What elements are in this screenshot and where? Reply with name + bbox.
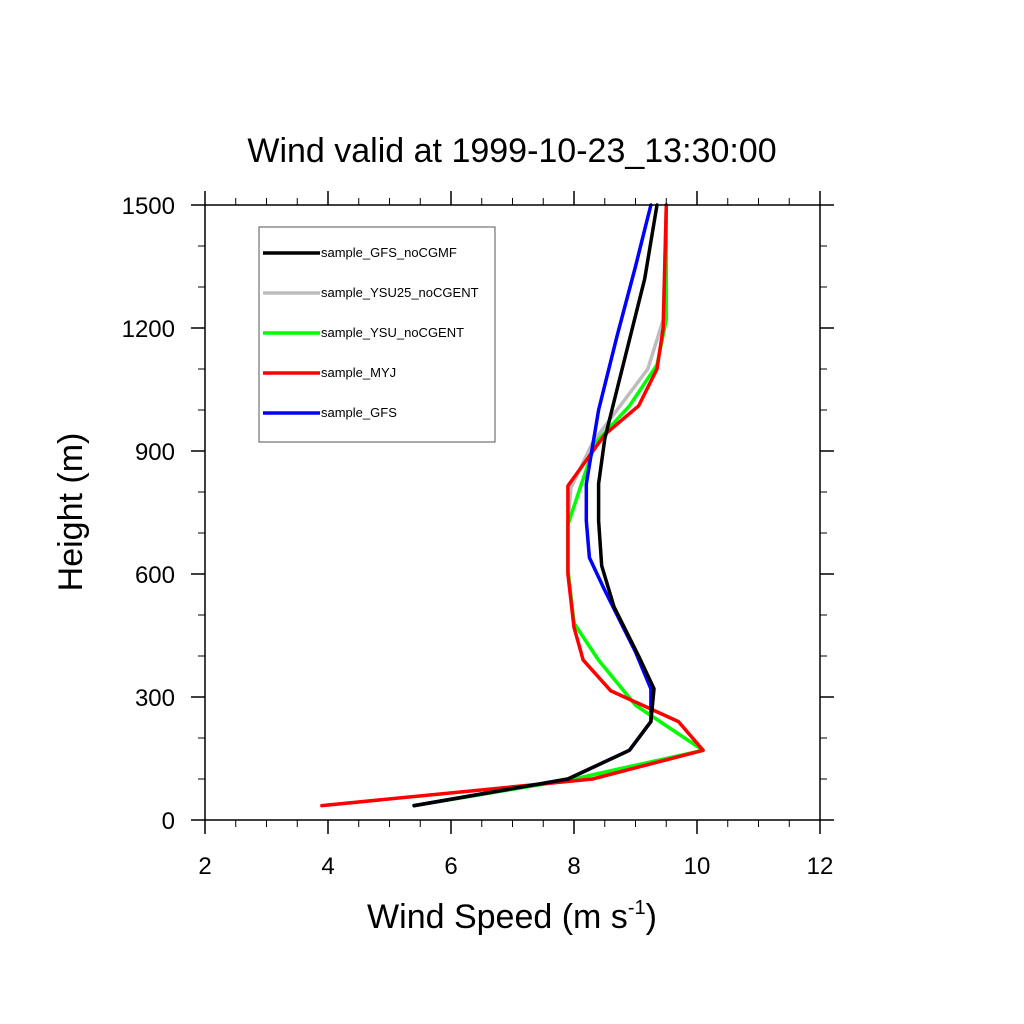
legend-label: sample_YSU25_noCGENT [321, 285, 479, 300]
series-lines [320, 203, 705, 808]
x-tick-label: 6 [444, 853, 457, 880]
legend-label: sample_YSU_noCGENT [321, 325, 464, 340]
y-tick-label: 900 [135, 439, 175, 466]
legend-label: sample_GFS [321, 405, 397, 420]
axis-ticks [191, 191, 834, 834]
y-tick-label: 0 [162, 808, 175, 835]
x-axis-title-superscript: -1 [628, 897, 646, 919]
x-tick-label: 8 [567, 853, 580, 880]
y-tick-label: 1200 [122, 316, 175, 343]
x-axis-title-main: Wind Speed (m s [367, 898, 628, 936]
tick-labels: 2 4 6 8 10 12 0 300 600 900 1200 1500 [122, 193, 834, 880]
x-tick-label: 10 [684, 853, 711, 880]
x-axis-title: Wind Speed (m s-1) [367, 897, 657, 936]
y-axis-title: Height (m) [52, 433, 90, 592]
series-line-sample_GFS_noCGMF [412, 203, 659, 808]
y-tick-label: 300 [135, 685, 175, 712]
y-tick-label: 600 [135, 562, 175, 589]
series-line-sample_MYJ [320, 203, 705, 808]
chart-title: Wind valid at 1999-10-23_13:30:00 [247, 132, 776, 170]
x-tick-label: 2 [198, 853, 211, 880]
x-tick-label: 12 [807, 853, 834, 880]
legend-label: sample_GFS_noCGMF [321, 245, 457, 260]
legend-label: sample_MYJ [321, 365, 396, 380]
x-tick-label: 4 [321, 853, 334, 880]
x-axis-title-close: ) [646, 898, 657, 936]
y-tick-label: 1500 [122, 193, 175, 220]
legend: sample_GFS_noCGMF sample_YSU25_noCGENTsam… [258, 226, 496, 443]
